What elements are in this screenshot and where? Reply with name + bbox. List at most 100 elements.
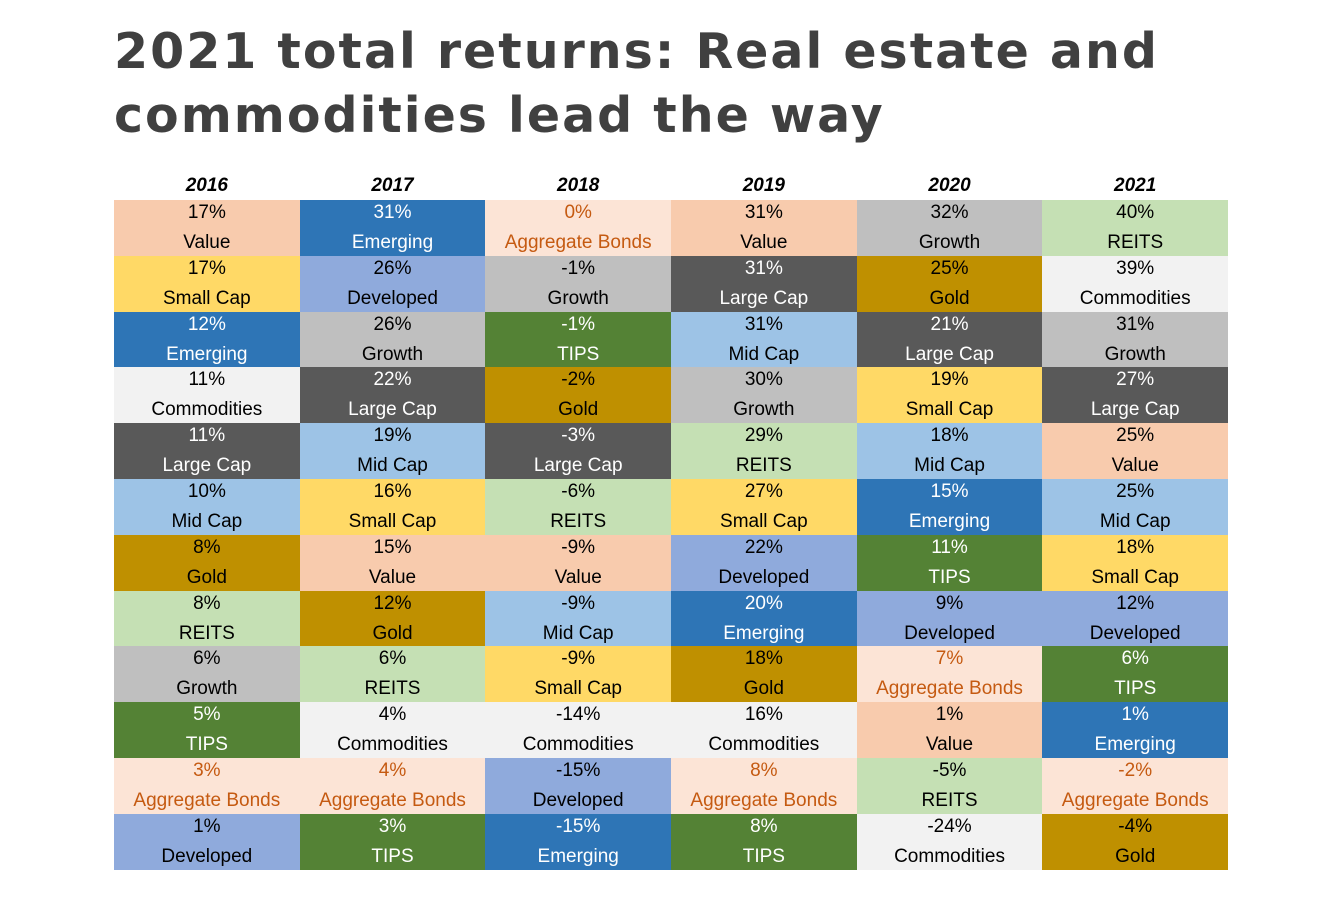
asset-class-label: Emerging [1094, 734, 1176, 756]
year-header-2016: 2016 [185, 175, 228, 196]
return-cell-small-cap: 17% Small Cap [114, 255, 300, 312]
return-cell-emerging: 20% Emerging [671, 590, 857, 647]
asset-class-label: Small Cap [720, 510, 808, 532]
asset-class-label: Gold [558, 399, 599, 421]
asset-class-label: Gold [1115, 845, 1156, 867]
return-value: 6% [1121, 648, 1149, 670]
return-cell-growth: 32% Growth [856, 200, 1043, 256]
return-value: -9% [561, 592, 596, 614]
return-cell-small-cap: 18% Small Cap [1042, 534, 1229, 591]
return-cell-tips: 6% TIPS [1042, 646, 1229, 703]
asset-class-label: Value [1111, 455, 1159, 477]
asset-class-label: Large Cap [719, 287, 809, 309]
asset-class-label: Commodities [522, 734, 634, 756]
asset-class-label: TIPS [557, 343, 600, 365]
asset-class-label: Value [740, 232, 788, 253]
return-value: 18% [744, 648, 783, 670]
return-cell-emerging: 12% Emerging [114, 311, 300, 368]
asset-class-label: Value [925, 734, 974, 756]
return-value: -4% [1118, 815, 1153, 837]
return-cell-reits: 40% REITS [1042, 200, 1229, 256]
return-cell-emerging: 15% Emerging [856, 478, 1043, 535]
return-cell-commodities: -24% Commodities [856, 813, 1043, 870]
return-cell-gold: 8% Gold [114, 534, 300, 591]
return-cell-gold: 25% Gold [856, 255, 1043, 312]
return-value: 15% [373, 536, 412, 558]
return-cell-aggregate-bonds: 3% Aggregate Bonds [114, 757, 300, 814]
asset-class-label: Mid Cap [542, 622, 614, 644]
return-cell-mid-cap: -9% Mid Cap [485, 590, 672, 647]
return-cell-reits: -5% REITS [856, 757, 1043, 814]
return-cell-growth: 6% Growth [114, 646, 300, 703]
return-value: 39% [1116, 257, 1155, 279]
return-cell-value: 15% Value [299, 534, 486, 591]
return-cell-tips: 11% TIPS [856, 534, 1043, 591]
asset-class-label: REITS [735, 455, 792, 477]
chart-title-line-2: commodities lead the way [114, 87, 885, 144]
return-cell-reits: -6% REITS [485, 478, 672, 535]
return-value: 3% [193, 759, 221, 781]
asset-class-label: REITS [1107, 232, 1164, 253]
asset-class-label: Gold [743, 678, 784, 700]
return-value: 19% [930, 369, 969, 391]
asset-class-label: Small Cap [163, 287, 251, 309]
return-value: 22% [373, 369, 412, 391]
return-cell-growth: -1% Growth [485, 255, 672, 312]
return-cell-aggregate-bonds: 7% Aggregate Bonds [856, 646, 1043, 703]
asset-class-label: Large Cap [348, 399, 437, 421]
year-header-2020: 2020 [928, 175, 971, 196]
return-cell-reits: 8% REITS [114, 590, 300, 647]
return-value: 25% [1116, 480, 1155, 502]
return-cell-tips: 5% TIPS [114, 702, 300, 758]
return-cell-developed: 9% Developed [856, 590, 1043, 647]
asset-class-label: TIPS [1114, 678, 1157, 700]
asset-class-label: Emerging [908, 510, 991, 532]
return-value: 11% [188, 425, 226, 447]
asset-class-label: Large Cap [162, 455, 252, 477]
return-cell-value: 25% Value [1042, 423, 1229, 479]
return-cell-gold: 12% Gold [299, 590, 486, 647]
asset-class-label: Growth [547, 287, 609, 309]
chart-title-line-1: 2021 total returns: Real estate and [114, 23, 1159, 80]
return-cell-reits: 6% REITS [299, 646, 486, 703]
return-value: 8% [193, 536, 221, 558]
return-value: 27% [744, 480, 783, 502]
return-value: -1% [561, 257, 596, 279]
return-value: 10% [187, 480, 226, 502]
chart-title: 2021 total returns: Real estate and comm… [114, 20, 1214, 148]
asset-class-label: Aggregate Bonds [504, 232, 652, 253]
return-value: -3% [561, 425, 596, 447]
asset-class-label: Value [554, 566, 602, 588]
return-value: 31% [744, 313, 783, 335]
return-value: 8% [750, 759, 778, 781]
asset-class-label: Emerging [537, 845, 619, 867]
return-cell-commodities: 16% Commodities [671, 702, 857, 758]
asset-class-label: Large Cap [533, 455, 623, 477]
return-cell-commodities: 11% Commodities [114, 367, 300, 424]
asset-class-label: Aggregate Bonds [133, 789, 281, 811]
return-value: -1% [561, 313, 596, 335]
return-cell-developed: 12% Developed [1042, 590, 1229, 647]
return-value: 31% [373, 202, 412, 223]
return-cell-tips: 3% TIPS [299, 813, 486, 870]
return-value: 22% [744, 536, 783, 558]
year-column-2020: 32% Growth 25% Gold 21% Large Cap 19% Small Cap… [856, 200, 1043, 870]
return-value: 4% [378, 704, 407, 726]
return-cell-developed: 1% Developed [114, 813, 300, 870]
return-value: 8% [750, 815, 778, 837]
asset-class-label: Developed [161, 845, 253, 867]
return-cell-developed: 26% Developed [299, 255, 486, 312]
return-value: -24% [927, 815, 972, 837]
return-value: 0% [564, 202, 592, 223]
asset-class-label: Small Cap [905, 399, 994, 421]
asset-class-label: REITS [921, 789, 978, 811]
return-cell-tips: 8% TIPS [671, 813, 857, 870]
return-value: 9% [935, 592, 964, 614]
year-header-2019: 2019 [742, 175, 785, 196]
return-value: -9% [561, 536, 596, 558]
return-cell-developed: -15% Developed [485, 757, 672, 814]
year-header-2018: 2018 [557, 175, 600, 196]
asset-class-label: Mid Cap [1099, 510, 1171, 532]
return-value: 26% [373, 313, 412, 335]
return-cell-value: -9% Value [485, 534, 672, 591]
